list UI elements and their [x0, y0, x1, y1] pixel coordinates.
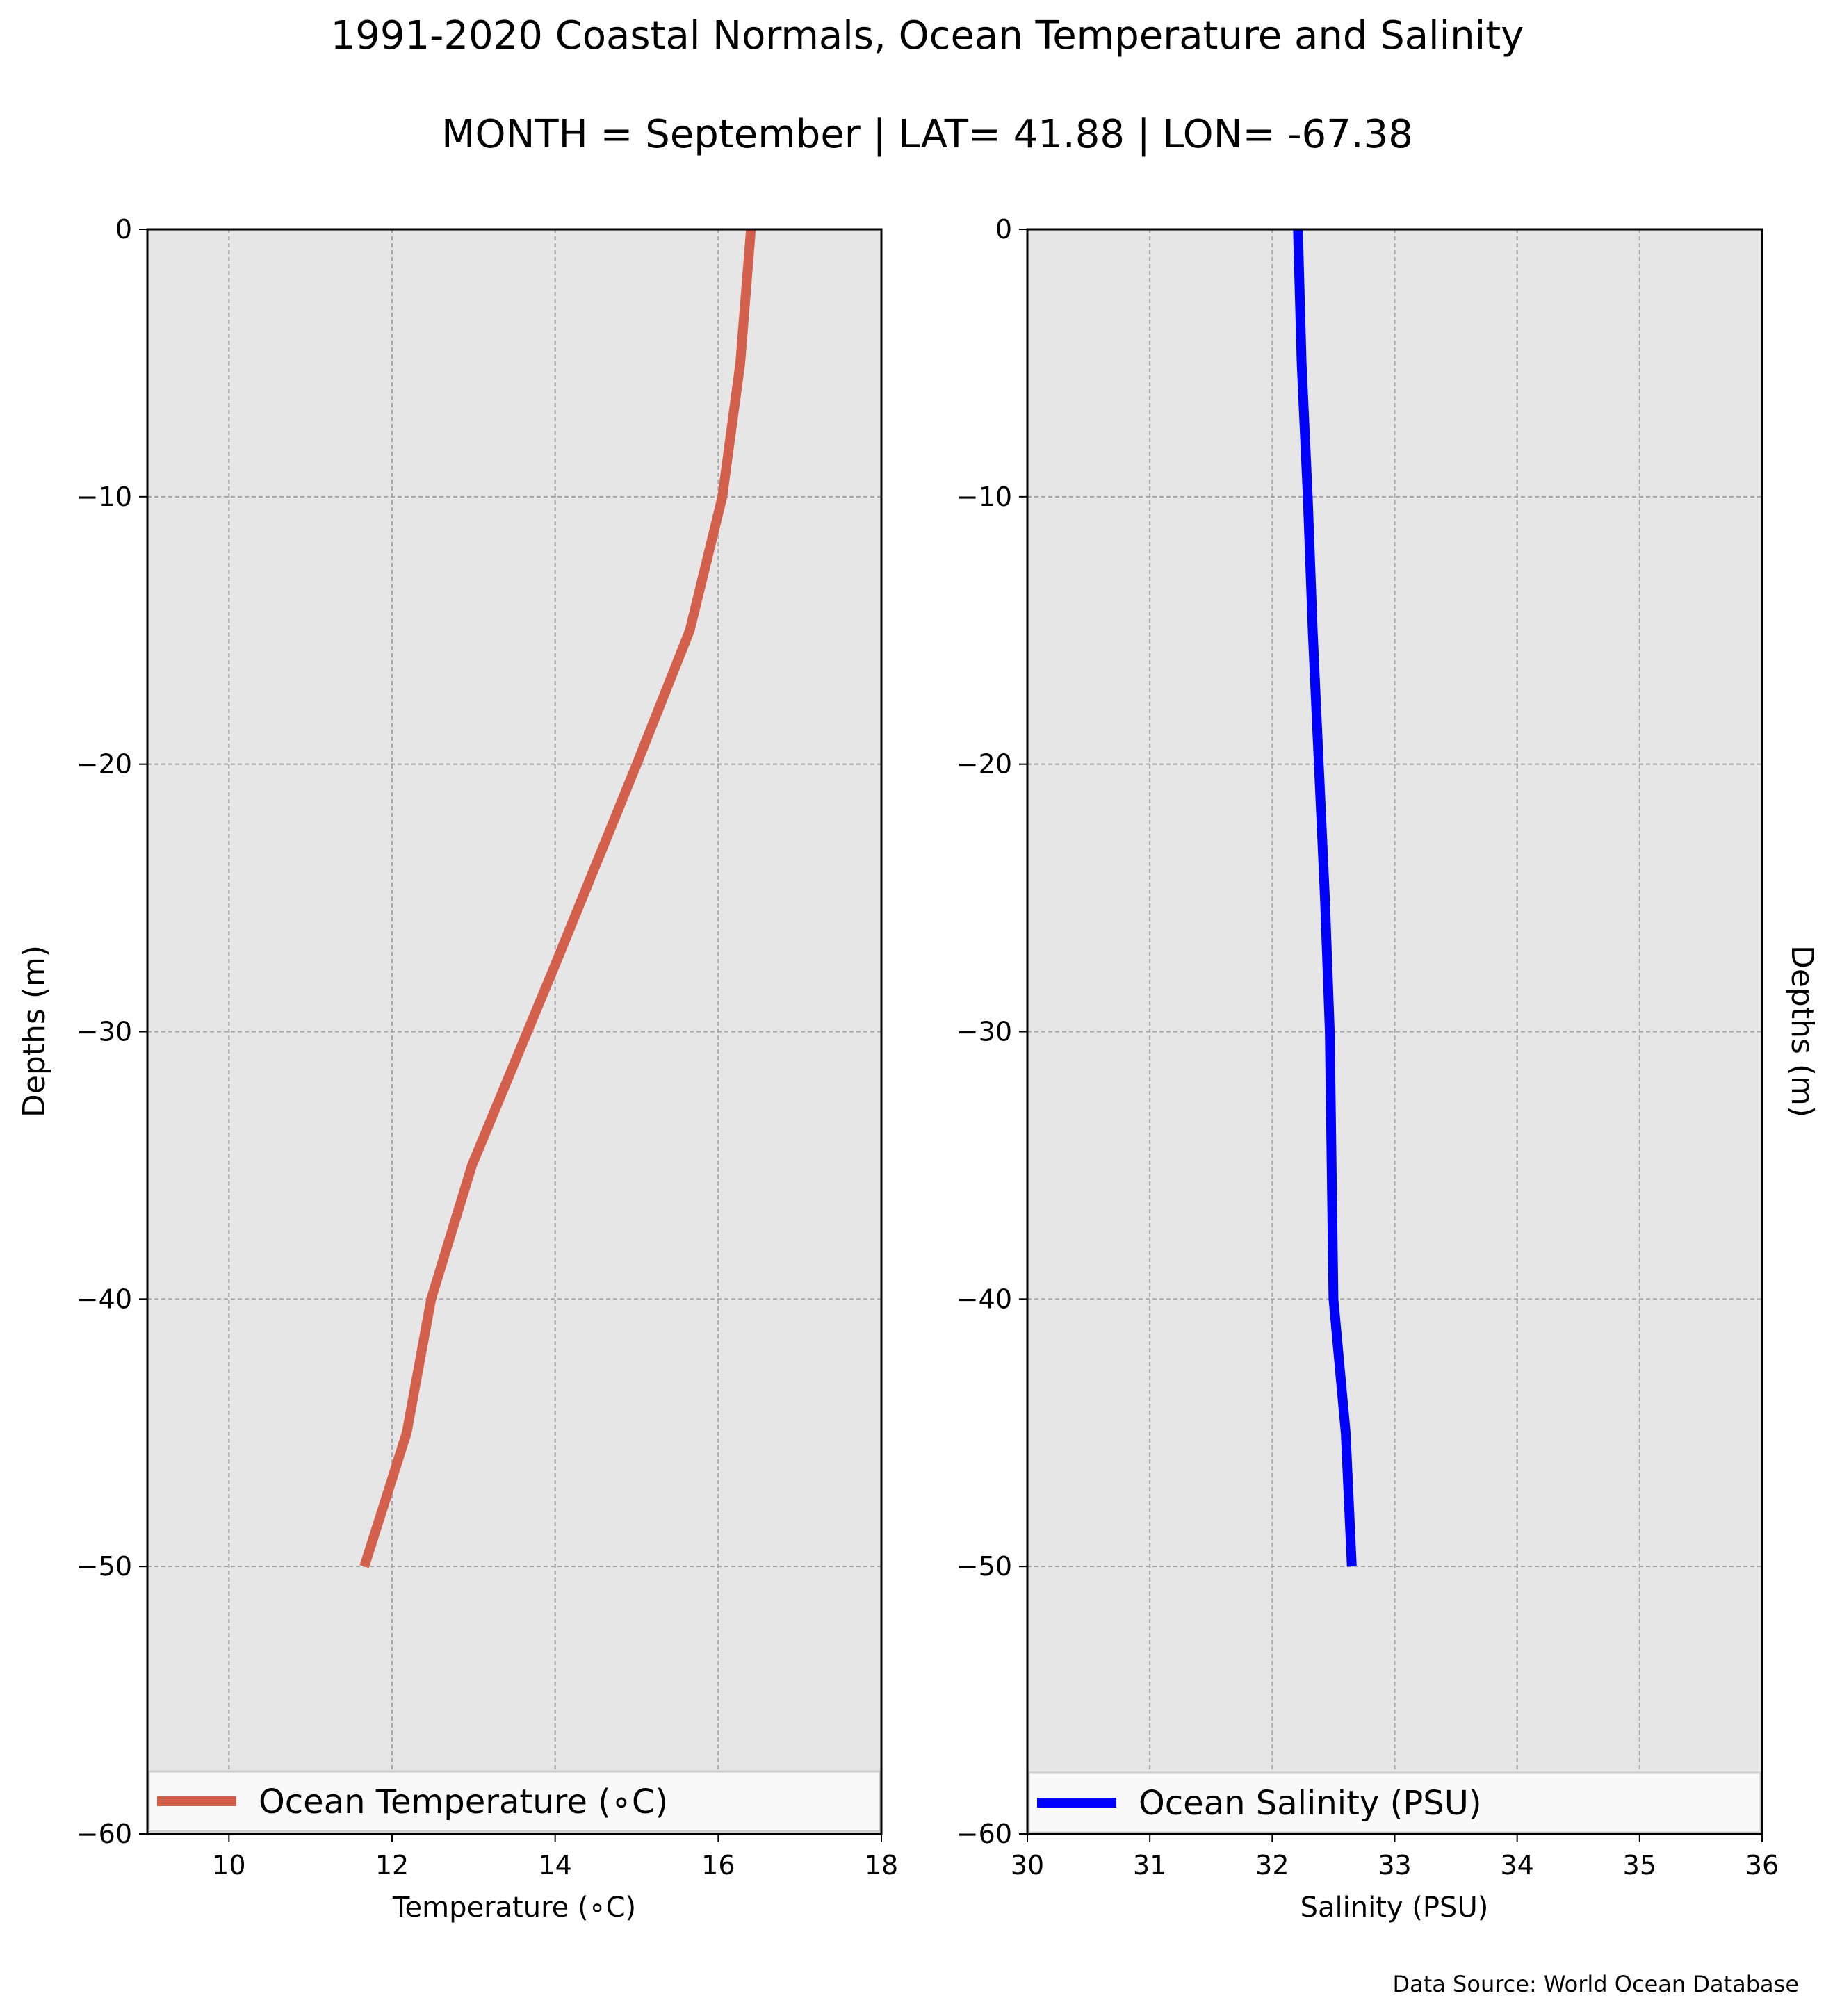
salinity-x-axis-label: Salinity (PSU): [1301, 1892, 1489, 1924]
figure-subtitle: MONTH = September | LAT= 41.88 | LON= -6…: [441, 112, 1413, 157]
salinity-y-tick-label: −20: [956, 749, 1012, 780]
salinity-x-tick-label: 33: [1378, 1850, 1411, 1880]
salinity-x-tick-label: 30: [1011, 1850, 1044, 1880]
temperature-y-tick-label: −50: [76, 1551, 132, 1582]
salinity-y-tick-label: −30: [956, 1017, 1012, 1047]
salinity-y-tick-label: −40: [956, 1284, 1012, 1314]
salinity-grid: [1027, 229, 1762, 1834]
salinity-x-tick-label: 35: [1623, 1850, 1656, 1880]
temperature-ticks: 10 12 14 16 18 0 −10 −20 −30 −40 −50 −60: [76, 214, 898, 1880]
temperature-y-tick-label: −10: [76, 482, 132, 512]
temperature-y-tick-label: −30: [76, 1017, 132, 1047]
temperature-x-axis-label: Temperature (∘C): [392, 1892, 636, 1924]
salinity-x-tick-label: 34: [1500, 1850, 1533, 1880]
temperature-chart: Ocean Temperature (∘C) 10 12 14 16 18 0 −10 −20…: [17, 214, 898, 1924]
salinity-series-line: [1293, 229, 1357, 1567]
temperature-x-tick-label: 14: [538, 1850, 571, 1880]
temperature-series-line: [359, 229, 756, 1568]
temperature-y-tick-label: 0: [115, 214, 132, 245]
data-source-note: Data Source: World Ocean Database: [1392, 1971, 1799, 1997]
figure-title: 1991-2020 Coastal Normals, Ocean Tempera…: [331, 13, 1524, 58]
salinity-y-tick-label: −50: [956, 1551, 1012, 1582]
temperature-x-tick-label: 12: [375, 1850, 409, 1880]
salinity-x-tick-label: 32: [1255, 1850, 1289, 1880]
temperature-legend: Ocean Temperature (∘C): [147, 1770, 881, 1833]
temperature-y-tick-label: −20: [76, 749, 132, 780]
salinity-x-tick-label: 31: [1133, 1850, 1166, 1880]
temperature-series: [359, 229, 756, 1568]
salinity-legend: Ocean Salinity (PSU): [1027, 1771, 1762, 1834]
temperature-y-tick-label: −60: [76, 1819, 132, 1849]
salinity-y-axis-label: Depths (m): [1784, 945, 1820, 1117]
temperature-x-tick-label: 10: [212, 1850, 245, 1880]
salinity-y-tick-label: −10: [956, 482, 1012, 512]
salinity-legend-label: Ocean Salinity (PSU): [1139, 1784, 1482, 1823]
salinity-chart: Ocean Salinity (PSU) 30 31 32 33 34 35 36 0 −10 −…: [956, 214, 1820, 1924]
salinity-y-tick-label: −60: [956, 1819, 1012, 1849]
salinity-series: [1293, 229, 1357, 1567]
temperature-legend-label: Ocean Temperature (∘C): [259, 1783, 668, 1821]
temperature-plot-background: [147, 229, 881, 1834]
salinity-x-tick-label: 36: [1745, 1850, 1779, 1880]
temperature-y-tick-label: −40: [76, 1284, 132, 1314]
temperature-y-axis-label: Depths (m): [17, 945, 52, 1117]
temperature-x-tick-label: 16: [701, 1850, 735, 1880]
salinity-ticks: 30 31 32 33 34 35 36 0 −10 −20 −30 −40 −50 −60: [956, 214, 1779, 1880]
temperature-legend-box: [147, 1770, 881, 1833]
salinity-y-tick-label: 0: [995, 214, 1012, 245]
salinity-legend-box: [1027, 1771, 1762, 1834]
temperature-x-tick-label: 18: [865, 1850, 898, 1880]
